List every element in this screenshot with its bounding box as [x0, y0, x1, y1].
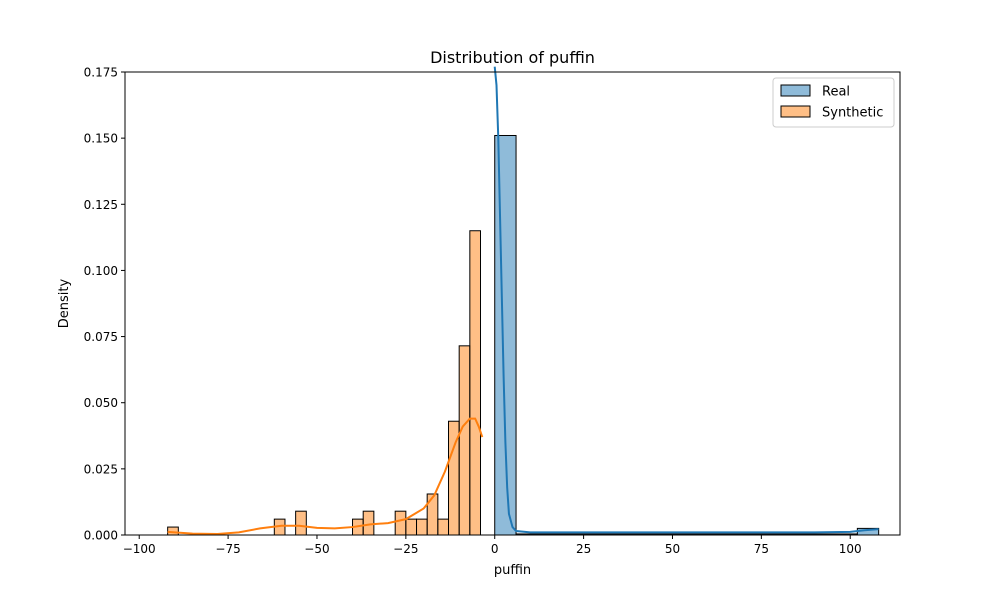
chart-title: Distribution of puffin: [430, 48, 595, 67]
bar-synthetic-8: [426, 493, 439, 536]
y-tick-label: 0.175: [84, 66, 118, 80]
kde-line-synthetic: [167, 417, 484, 535]
bar-synthetic-4: [362, 510, 375, 536]
y-tick-label: 0.050: [84, 396, 118, 410]
y-tick-label: 0.150: [84, 132, 118, 146]
x-tick-label: 100: [839, 542, 862, 556]
axes-frame: [124, 71, 901, 536]
bar-synthetic-5: [394, 510, 407, 536]
x-tick-label: 0: [491, 542, 499, 556]
legend: Real Synthetic: [772, 77, 895, 128]
kde-layer: [167, 66, 879, 535]
x-tick-label: −50: [304, 542, 329, 556]
y-tick-label: 0.000: [84, 529, 118, 543]
y-axis-label: Density: [57, 278, 72, 328]
y-ticks: 0.000 0.025 0.050 0.075 0.100 0.125 0.150 0.175: [84, 66, 125, 543]
x-tick-label: −75: [215, 542, 240, 556]
legend-label-real: Real: [822, 85, 850, 100]
bar-synthetic-6: [405, 518, 418, 536]
bar-synthetic-9: [437, 518, 450, 536]
x-axis-label: puffin: [494, 563, 531, 578]
x-tick-label: 25: [576, 542, 591, 556]
legend-swatch-synthetic: [780, 105, 811, 118]
x-tick-label: 50: [665, 542, 680, 556]
y-tick-label: 0.075: [84, 330, 118, 344]
legend-label-synthetic: Synthetic: [822, 106, 883, 121]
x-tick-label: 75: [754, 542, 769, 556]
bar-synthetic-2: [295, 510, 307, 536]
kde-line-real: [493, 66, 879, 534]
legend-swatch-real: [780, 84, 811, 97]
x-tick-label: −25: [393, 542, 418, 556]
x-tick-label: −100: [123, 542, 156, 556]
x-ticks: −100 −75 −50 −25 0 25 50 75 100: [123, 535, 862, 556]
bar-synthetic-11: [458, 345, 471, 536]
y-tick-label: 0.100: [84, 264, 118, 278]
y-tick-label: 0.025: [84, 462, 118, 476]
bar-synthetic-12: [469, 230, 482, 536]
y-tick-label: 0.125: [84, 198, 118, 212]
bar-synthetic-7: [416, 518, 428, 536]
bar-real-0: [494, 134, 517, 536]
